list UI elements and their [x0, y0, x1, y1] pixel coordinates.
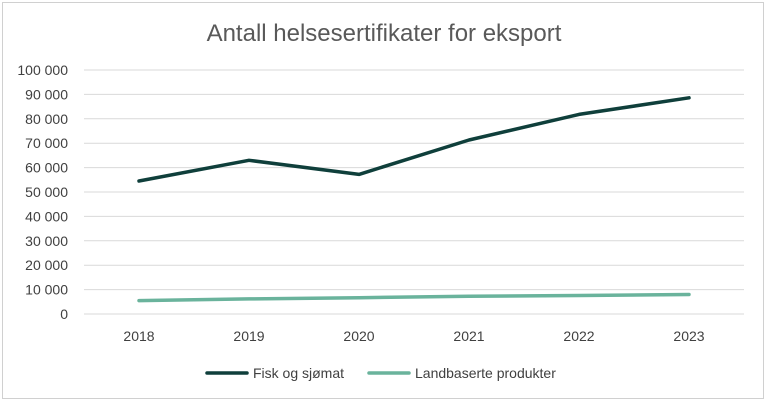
y-axis-ticks: 0 10 000 20 000 30 000 40 000 50 000 60 000 70 … — [17, 62, 68, 322]
x-tick-label: 2023 — [673, 328, 704, 344]
legend-item: Fisk og sjømat — [205, 365, 344, 381]
chart-title: Antall helsesertifikater for eksport — [207, 20, 562, 47]
legend-item: Landbaserte produkter — [367, 365, 556, 381]
series-line-1 — [137, 96, 691, 183]
series-line-2 — [137, 292, 691, 303]
x-tick-label: 2019 — [233, 328, 264, 344]
y-tick-label: 40 000 — [25, 208, 68, 224]
y-tick-label: 90 000 — [25, 86, 68, 102]
x-axis-ticks: 2018 2019 2020 2021 2022 2023 — [123, 328, 704, 344]
x-tick-label: 2018 — [123, 328, 154, 344]
legend: Fisk og sjømat Landbaserte produkter — [205, 365, 556, 381]
y-tick-label: 50 000 — [25, 184, 68, 200]
x-tick-label: 2021 — [453, 328, 484, 344]
y-tick-label: 60 000 — [25, 160, 68, 176]
chart-frame — [2, 2, 764, 399]
y-tick-label: 100 000 — [17, 62, 68, 78]
y-tick-label: 80 000 — [25, 111, 68, 127]
legend-label: Landbaserte produkter — [415, 365, 556, 381]
y-tick-label: 70 000 — [25, 135, 68, 151]
x-tick-label: 2022 — [563, 328, 594, 344]
legend-label: Fisk og sjømat — [253, 365, 344, 381]
gridlines — [84, 69, 744, 315]
y-tick-label: 0 — [60, 306, 68, 322]
y-tick-label: 10 000 — [25, 282, 68, 298]
x-tick-label: 2020 — [343, 328, 374, 344]
y-tick-label: 20 000 — [25, 257, 68, 273]
series-lines — [137, 96, 691, 303]
y-tick-label: 30 000 — [25, 233, 68, 249]
